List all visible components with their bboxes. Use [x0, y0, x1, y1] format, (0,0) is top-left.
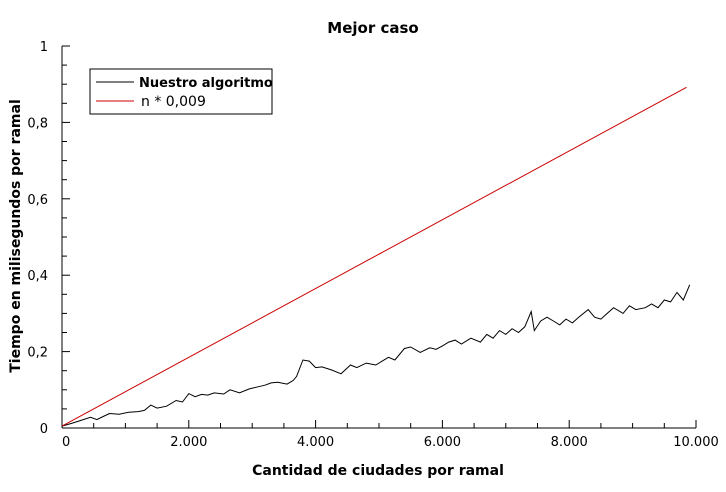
y-tick-label: 0,6 [27, 193, 48, 208]
y-tick-label: 0,2 [27, 346, 48, 361]
legend-label-n-times-0009: n * 0,009 [141, 94, 206, 110]
x-tick-label: 2.000 [170, 435, 207, 450]
y-tick-label: 0 [40, 422, 48, 437]
x-axis-label: Cantidad de ciudades por ramal [252, 463, 504, 479]
series-group [61, 86, 691, 427]
x-tick-label: 0 [62, 435, 70, 450]
plot-area: 0 0,2 0,4 0,6 0,8 1 0 2.000 4.000 6.000 8.000 10.0… [27, 40, 718, 450]
y-tick-label: 0,4 [27, 269, 48, 284]
x-tick-label: 4.000 [297, 435, 334, 450]
legend: Nuestro algoritmo n * 0,009 [89, 68, 273, 115]
x-tick-label: 10.000 [673, 435, 719, 450]
y-tick-label: 0,8 [27, 116, 48, 131]
x-ticks: 0 2.000 4.000 6.000 8.000 10.000 [61, 420, 719, 450]
legend-box [89, 68, 273, 115]
series-line-nuestro-algoritmo [61, 284, 691, 427]
y-tick-label: 1 [40, 40, 48, 55]
x-tick-label: 6.000 [424, 435, 461, 450]
y-ticks: 0 0,2 0,4 0,6 0,8 1 [27, 40, 70, 437]
chart-title: Mejor caso [327, 19, 418, 37]
y-axis-label: Tiempo en milisegundos por ramal [8, 99, 24, 373]
series-line-n-times-0009 [61, 86, 687, 427]
legend-label-nuestro-algoritmo: Nuestro algoritmo [139, 76, 273, 91]
x-tick-label: 8.000 [551, 435, 588, 450]
